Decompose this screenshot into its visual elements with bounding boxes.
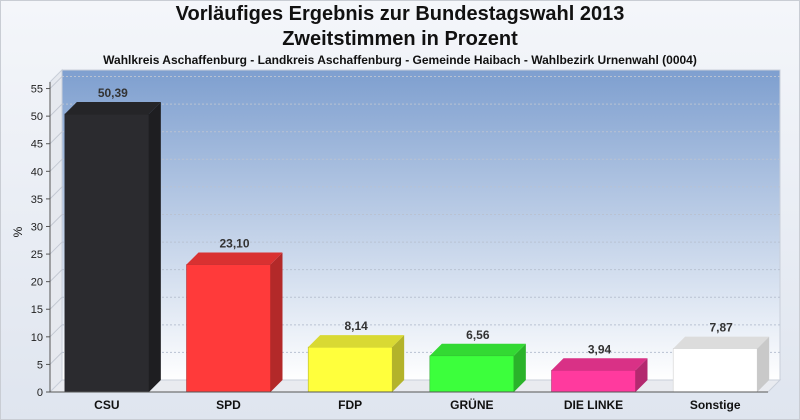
bar-sonstige: 7,87 xyxy=(672,321,770,393)
x-tick-label: Sonstige xyxy=(690,398,741,412)
chart-title: Vorläufiges Ergebnis zur Bundestagswahl … xyxy=(175,3,625,25)
x-tick-label: FDP xyxy=(338,398,362,412)
y-tick-label: 35 xyxy=(31,194,43,206)
bar-csu: 50,39 xyxy=(64,86,161,393)
gridline-side xyxy=(49,324,63,338)
data-label: 3,94 xyxy=(588,342,612,356)
gridline-side xyxy=(49,352,63,365)
bar-spd: 23,10 xyxy=(186,237,283,393)
bar-top xyxy=(308,335,405,348)
bar-front xyxy=(551,370,636,393)
bar-side xyxy=(635,358,648,392)
gridline-side xyxy=(49,241,63,255)
bar-front xyxy=(672,348,758,393)
chart-subtitle: Zweitstimmen in Prozent xyxy=(282,28,518,50)
bar-front xyxy=(186,264,271,393)
gridline-side xyxy=(49,158,63,172)
gridline-side xyxy=(49,296,63,310)
data-label: 6,56 xyxy=(466,328,490,342)
y-tick-label: 10 xyxy=(31,332,43,344)
bar-side xyxy=(757,336,770,392)
bar-front xyxy=(64,113,150,393)
x-tick-label: CSU xyxy=(94,398,119,412)
y-tick-label: 15 xyxy=(31,304,43,316)
y-tick-label: 20 xyxy=(31,277,43,289)
gridline-side xyxy=(49,103,63,117)
y-tick-label: 50 xyxy=(31,111,43,123)
y-tick-label: 55 xyxy=(31,84,43,96)
bar-top xyxy=(673,336,770,349)
bar-side xyxy=(148,101,161,392)
bar-top xyxy=(551,358,648,371)
y-tick-label: 30 xyxy=(31,221,43,233)
bar-side xyxy=(513,343,526,392)
x-tick-label: SPD xyxy=(216,398,241,412)
bars: 50,39 23,10 8,14 6,56 3,94 7,87 xyxy=(64,86,770,393)
gridline-side xyxy=(49,131,63,145)
bar-grüne: 6,56 xyxy=(429,328,526,393)
y-tick-label: 5 xyxy=(37,359,43,371)
bar-front xyxy=(429,355,515,393)
data-label: 50,39 xyxy=(98,86,128,100)
bar-fdp: 8,14 xyxy=(307,319,405,393)
bar-die-linke: 3,94 xyxy=(551,342,648,393)
y-axis-label: % xyxy=(11,226,25,237)
plot-floor xyxy=(48,379,782,393)
x-axis: CSU SPD FDP GRÜNE DIE LINKE Sonstige xyxy=(50,391,768,412)
chart-district: Wahlkreis Aschaffenburg - Landkreis Asch… xyxy=(103,53,697,67)
y-tick-label: 25 xyxy=(31,249,43,261)
data-label: 23,10 xyxy=(219,237,249,251)
data-label: 8,14 xyxy=(344,319,368,333)
bar-side xyxy=(270,252,283,392)
x-tick-label: GRÜNE xyxy=(450,397,493,412)
gridline-side xyxy=(49,76,63,89)
x-tick-label: DIE LINKE xyxy=(564,398,623,412)
gridline-side xyxy=(49,186,63,200)
bar-side xyxy=(392,335,405,392)
bar-top xyxy=(64,101,161,114)
y-tick-label: 45 xyxy=(31,139,43,151)
gridline-side xyxy=(49,269,63,283)
bar-front xyxy=(307,346,393,393)
gridline-side xyxy=(49,214,63,227)
data-label: 7,87 xyxy=(709,321,733,335)
y-axis: 0 5 10 15 20 25 30 35 40 45 50 55 xyxy=(31,82,51,399)
y-tick-label: 0 xyxy=(37,387,43,399)
bar-top xyxy=(429,343,526,356)
plot-side-wall xyxy=(49,68,63,394)
plot-back-wall xyxy=(61,69,781,381)
y-tick-label: 40 xyxy=(31,166,43,178)
bar-top xyxy=(186,252,283,265)
